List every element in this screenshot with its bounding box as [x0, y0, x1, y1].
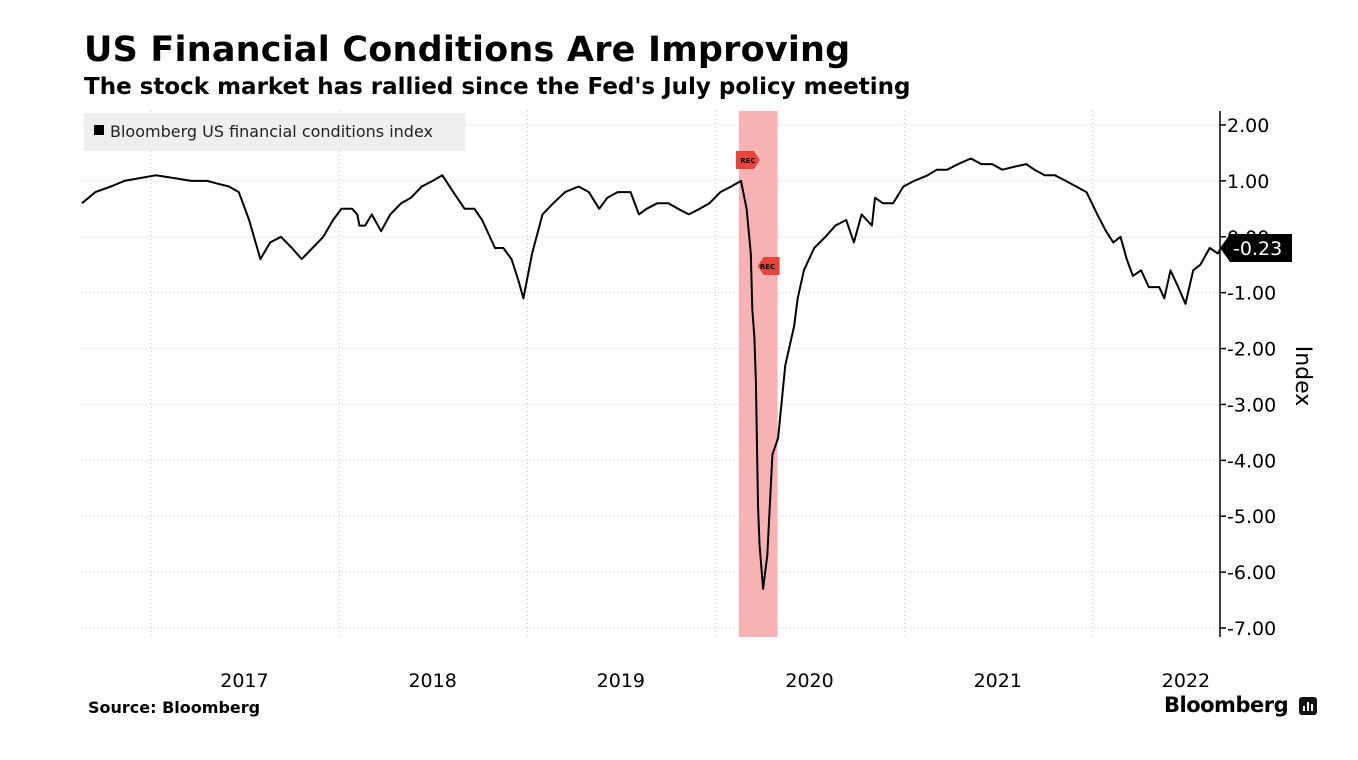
x-tick-label: 2022 [1162, 670, 1210, 692]
recession-marker [757, 257, 780, 275]
recession-marker-label: REC [740, 157, 755, 165]
y-tick-label: -6.00 [1227, 562, 1276, 584]
y-tick-label: -2.00 [1227, 339, 1276, 361]
legend-entry-label: Bloomberg US financial conditions index [110, 122, 433, 141]
y-axis-title: Index [1290, 346, 1315, 407]
last-value-callout: -0.23 [1220, 234, 1292, 262]
chart-subtitle: The stock market has rallied since the F… [84, 74, 911, 100]
last-value-label: -0.23 [1233, 238, 1282, 260]
y-tick-label: -1.00 [1227, 283, 1276, 305]
x-tick-label: 2020 [785, 670, 833, 692]
x-tick-label: 2017 [220, 670, 268, 692]
legend-swatch [94, 125, 104, 135]
recession-marker-label: REC [760, 263, 775, 271]
last-value-tag [1220, 234, 1292, 262]
chart-legend: Bloomberg US financial conditions index [84, 113, 465, 151]
y-tick-label: 1.00 [1227, 171, 1269, 193]
x-tick-label: 2021 [974, 670, 1022, 692]
brand-logo-text: Bloomberg [1164, 693, 1289, 717]
chart-title: US Financial Conditions Are Improving [84, 30, 851, 70]
x-tick-label: 2018 [408, 670, 456, 692]
x-tick-label: 2019 [597, 670, 645, 692]
recession-band [738, 111, 778, 637]
legend-background [84, 113, 465, 151]
source-note: Source: Bloomberg [88, 698, 261, 717]
y-tick-label: 2.00 [1227, 115, 1269, 137]
y-tick-label: -4.00 [1227, 450, 1276, 472]
y-tick-label: -7.00 [1227, 618, 1276, 640]
series-line-financial-conditions [81, 157, 1221, 590]
recession-marker [735, 151, 760, 169]
bloomberg-chart-icon [1299, 697, 1317, 715]
y-tick-label: -3.00 [1227, 394, 1276, 416]
y-tick-label: -5.00 [1227, 506, 1276, 528]
